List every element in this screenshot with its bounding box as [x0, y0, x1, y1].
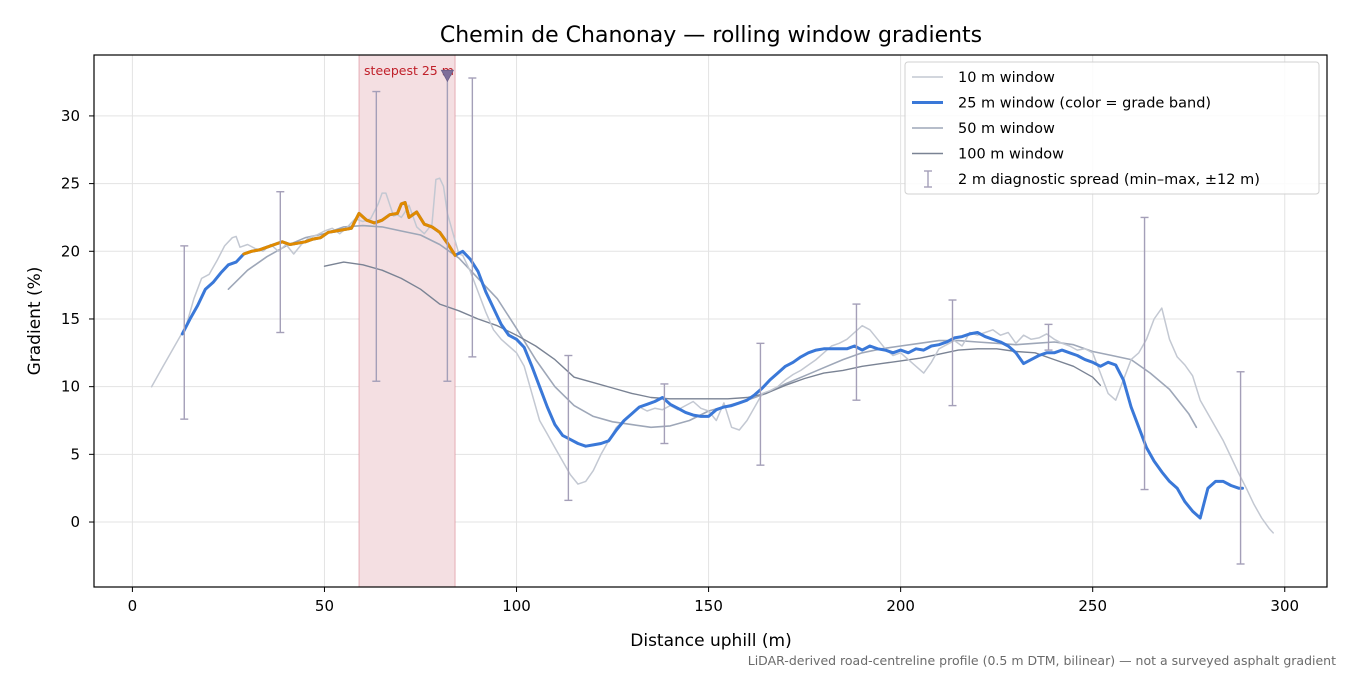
y-tick-label: 25 [61, 175, 80, 193]
legend-entry: 100 m window [912, 147, 1064, 163]
steepest-segment-highlight: steepest 25 m [358, 54, 456, 588]
x-axis-label: Distance uphill (m) [630, 631, 791, 651]
y-tick-label: 5 [70, 445, 80, 463]
plot-frame [93, 54, 1328, 588]
legend-box [904, 61, 1320, 195]
x-tick-label: 300 [1270, 597, 1299, 615]
series-lines [150, 177, 1274, 534]
y-tick-label: 10 [61, 378, 80, 396]
diagnostic-spread-bar [372, 90, 381, 382]
y-tick-label: 15 [61, 310, 80, 328]
x-tick-label: 150 [694, 597, 723, 615]
diagnostic-spread-bars [180, 74, 1245, 565]
series-line-0 [150, 177, 1274, 534]
legend-entry: 2 m diagnostic spread (min–max, ±12 m) [924, 170, 1260, 188]
steepest-marker [440, 69, 455, 83]
legend-label: 100 m window [958, 147, 1064, 163]
y-tick-label: 30 [61, 107, 80, 125]
legend-label: 2 m diagnostic spread (min–max, ±12 m) [958, 172, 1260, 188]
diagnostic-spread-bar [1044, 323, 1053, 351]
legend-label: 10 m window [958, 70, 1055, 86]
diagnostic-spread-bar [660, 383, 669, 445]
diagnostic-spread-bar [180, 245, 189, 420]
diagnostic-spread-bar [948, 299, 957, 407]
diagnostic-spread-bar [756, 342, 765, 466]
diagnostic-spread-bar [852, 303, 861, 401]
diagnostic-spread-bar [1140, 216, 1149, 491]
series-line-1 [180, 201, 1244, 520]
x-tick-label: 50 [315, 597, 334, 615]
diagnostic-spread-bar [1236, 371, 1245, 565]
legend-label: 50 m window [958, 121, 1055, 137]
steepest-marker-icon [440, 69, 455, 83]
legend-label: 25 m window (color = grade band) [958, 96, 1211, 112]
footnote: LiDAR-derived road-centreline profile (0… [748, 653, 1336, 668]
legend: 10 m window 25 m window (color = grade ba… [904, 61, 1320, 195]
axis-ticks: 0 50 100 150 200 250 300 0 5 10 15 20 25 30 [61, 107, 1299, 615]
steepest-label: steepest 25 m [364, 63, 454, 78]
chart-title: Chemin de Chanonay — rolling window grad… [440, 23, 982, 48]
x-tick-label: 100 [502, 597, 531, 615]
x-tick-label: 200 [886, 597, 915, 615]
y-tick-label: 20 [61, 242, 80, 260]
legend-entry: 10 m window [912, 70, 1055, 86]
legend-entry: 25 m window (color = grade band) [912, 96, 1211, 112]
diagnostic-spread-bar [468, 77, 477, 358]
diagnostic-spread-bar [276, 191, 285, 334]
steepest-band [358, 54, 456, 588]
diagnostic-spread-bar [564, 354, 573, 502]
x-tick-label: 250 [1078, 597, 1107, 615]
y-axis-label: Gradient (%) [25, 267, 45, 376]
legend-entry: 50 m window [912, 121, 1055, 137]
y-tick-label: 0 [70, 513, 80, 531]
series-line-3 [323, 261, 1102, 400]
x-tick-label: 0 [128, 597, 138, 615]
